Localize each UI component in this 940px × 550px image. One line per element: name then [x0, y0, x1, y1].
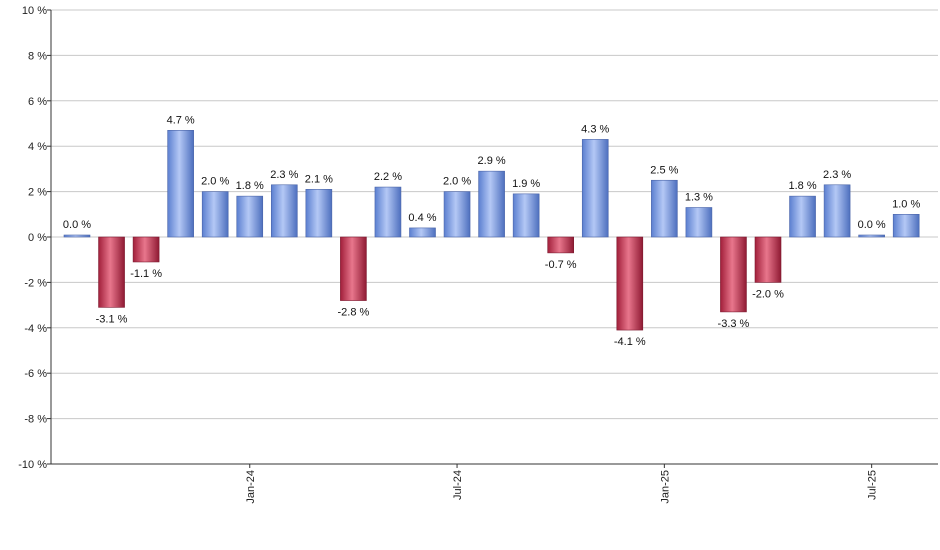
data-label: -2.0 %	[752, 288, 784, 300]
y-tick-label: 8 %	[28, 50, 47, 62]
bar	[892, 214, 920, 238]
data-label: 0.0 %	[63, 219, 91, 231]
data-label: 2.3 %	[270, 169, 298, 181]
bar	[305, 189, 333, 238]
bars	[63, 130, 920, 331]
y-tick-label: -6 %	[24, 368, 47, 380]
bar	[374, 186, 402, 238]
data-label: -4.1 %	[614, 336, 646, 348]
data-label: 1.0 %	[892, 198, 920, 210]
bar	[236, 195, 264, 238]
axes: 10 % 8 % 6 % 4 % 2 % 0 % -2 % -4 % -6 % -8 % -10 %…	[18, 5, 938, 504]
bar	[547, 236, 575, 254]
data-label: 4.7 %	[167, 114, 195, 126]
bar	[616, 236, 644, 331]
data-label: 1.9 %	[512, 178, 540, 190]
data-label: 4.3 %	[581, 123, 609, 135]
bar	[720, 236, 747, 313]
data-label: 1.8 %	[788, 180, 816, 192]
data-label: -2.8 %	[338, 307, 370, 319]
bar	[63, 234, 91, 238]
data-label: 1.3 %	[685, 191, 713, 203]
bar	[789, 195, 816, 238]
bar	[201, 191, 229, 238]
bar	[651, 179, 678, 238]
data-label: 1.8 %	[236, 180, 264, 192]
y-tick-label: 4 %	[28, 141, 47, 153]
bar	[512, 193, 540, 238]
data-label: 2.2 %	[374, 171, 402, 183]
y-tick-label: 10 %	[22, 5, 47, 17]
x-tick-label: Jan-24	[245, 470, 257, 504]
bar	[685, 207, 713, 238]
data-label: 2.5 %	[650, 164, 678, 176]
data-label: 2.9 %	[478, 155, 506, 167]
bar	[270, 184, 298, 238]
bar	[754, 236, 782, 283]
bar	[132, 236, 160, 263]
x-tick-label: Jan-25	[659, 470, 671, 504]
y-tick-label: 2 %	[28, 187, 47, 199]
y-tick-label: 6 %	[28, 96, 47, 108]
data-label: 2.3 %	[823, 169, 851, 181]
data-label: 0.4 %	[408, 212, 436, 224]
bar	[478, 170, 505, 238]
bar	[340, 236, 367, 301]
bar	[581, 139, 609, 238]
bar	[167, 130, 194, 238]
data-label: -3.3 %	[718, 318, 750, 330]
data-label: 2.0 %	[443, 176, 471, 188]
data-label: -3.1 %	[96, 313, 128, 325]
y-tick-label: 0 %	[28, 232, 47, 244]
y-tick-label: -10 %	[18, 459, 47, 471]
x-tick-label: Jul-24	[452, 470, 464, 500]
bar	[409, 227, 436, 238]
data-label: 2.0 %	[201, 176, 229, 188]
bar	[443, 191, 471, 238]
bar	[98, 236, 125, 308]
bar	[858, 234, 885, 238]
y-tick-label: -2 %	[24, 277, 47, 289]
data-label: 0.0 %	[858, 219, 886, 231]
y-tick-label: -8 %	[24, 414, 47, 426]
data-label: -0.7 %	[545, 259, 577, 271]
data-labels: 0.0 % -3.1 % -1.1 % 4.7 % 2.0 % 1.8 % 2.3 % 2.1…	[63, 114, 921, 348]
y-tick-label: -4 %	[24, 323, 47, 335]
bar	[823, 184, 851, 238]
data-label: 2.1 %	[305, 173, 333, 185]
x-tick-label: Jul-25	[867, 470, 879, 500]
data-label: -1.1 %	[130, 268, 162, 280]
